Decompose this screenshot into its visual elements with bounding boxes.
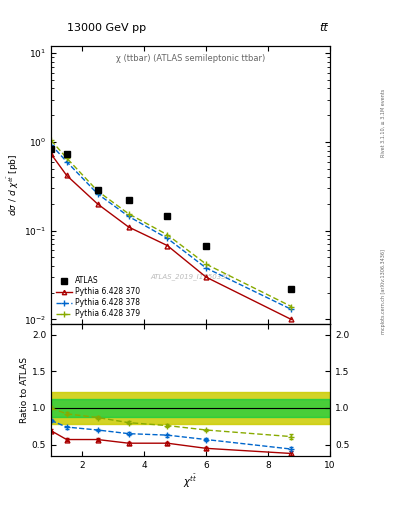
Pythia 6.428 370	[49, 151, 53, 157]
Y-axis label: $d\sigma$ / $d$ $\chi^{t\bar{t}}$ [pb]: $d\sigma$ / $d$ $\chi^{t\bar{t}}$ [pb]	[6, 154, 21, 216]
ATLAS	[126, 197, 131, 203]
ATLAS	[95, 186, 100, 193]
Pythia 6.428 379	[49, 137, 53, 143]
Text: χ (ttbar) (ATLAS semileptonic ttbar): χ (ttbar) (ATLAS semileptonic ttbar)	[116, 54, 265, 63]
X-axis label: $\chi^{t\bar{t}}$: $\chi^{t\bar{t}}$	[184, 472, 198, 489]
ATLAS	[204, 243, 208, 249]
Pythia 6.428 370	[126, 224, 131, 230]
Text: mcplots.cern.ch [arXiv:1306.3436]: mcplots.cern.ch [arXiv:1306.3436]	[381, 249, 386, 334]
ATLAS	[64, 151, 69, 157]
Line: Pythia 6.428 379: Pythia 6.428 379	[48, 137, 294, 310]
Pythia 6.428 379	[95, 188, 100, 194]
Pythia 6.428 370	[64, 172, 69, 178]
Text: Rivet 3.1.10, ≥ 3.1M events: Rivet 3.1.10, ≥ 3.1M events	[381, 89, 386, 157]
Pythia 6.428 370	[204, 274, 208, 280]
ATLAS	[289, 286, 294, 292]
Pythia 6.428 379	[64, 155, 69, 161]
Pythia 6.428 378	[49, 142, 53, 148]
Y-axis label: Ratio to ATLAS: Ratio to ATLAS	[20, 357, 29, 422]
Pythia 6.428 370	[289, 316, 294, 323]
Legend: ATLAS, Pythia 6.428 370, Pythia 6.428 378, Pythia 6.428 379: ATLAS, Pythia 6.428 370, Pythia 6.428 37…	[55, 275, 141, 319]
ATLAS	[49, 146, 53, 152]
Pythia 6.428 378	[126, 214, 131, 220]
Pythia 6.428 378	[204, 265, 208, 271]
Pythia 6.428 379	[126, 211, 131, 217]
Pythia 6.428 379	[165, 232, 170, 238]
Pythia 6.428 378	[165, 236, 170, 242]
Line: ATLAS: ATLAS	[48, 146, 294, 292]
Pythia 6.428 378	[95, 191, 100, 197]
Pythia 6.428 370	[165, 243, 170, 249]
Pythia 6.428 379	[289, 304, 294, 310]
Line: Pythia 6.428 370: Pythia 6.428 370	[49, 152, 294, 322]
Text: 13000 GeV pp: 13000 GeV pp	[66, 23, 146, 33]
Pythia 6.428 378	[289, 306, 294, 312]
Text: ATLAS_2019_I1750330: ATLAS_2019_I1750330	[151, 273, 231, 280]
Text: tt̅: tt̅	[320, 23, 328, 33]
Pythia 6.428 378	[64, 159, 69, 165]
Line: Pythia 6.428 378: Pythia 6.428 378	[48, 142, 294, 312]
Pythia 6.428 379	[204, 261, 208, 267]
Pythia 6.428 370	[95, 201, 100, 207]
ATLAS	[165, 214, 170, 220]
